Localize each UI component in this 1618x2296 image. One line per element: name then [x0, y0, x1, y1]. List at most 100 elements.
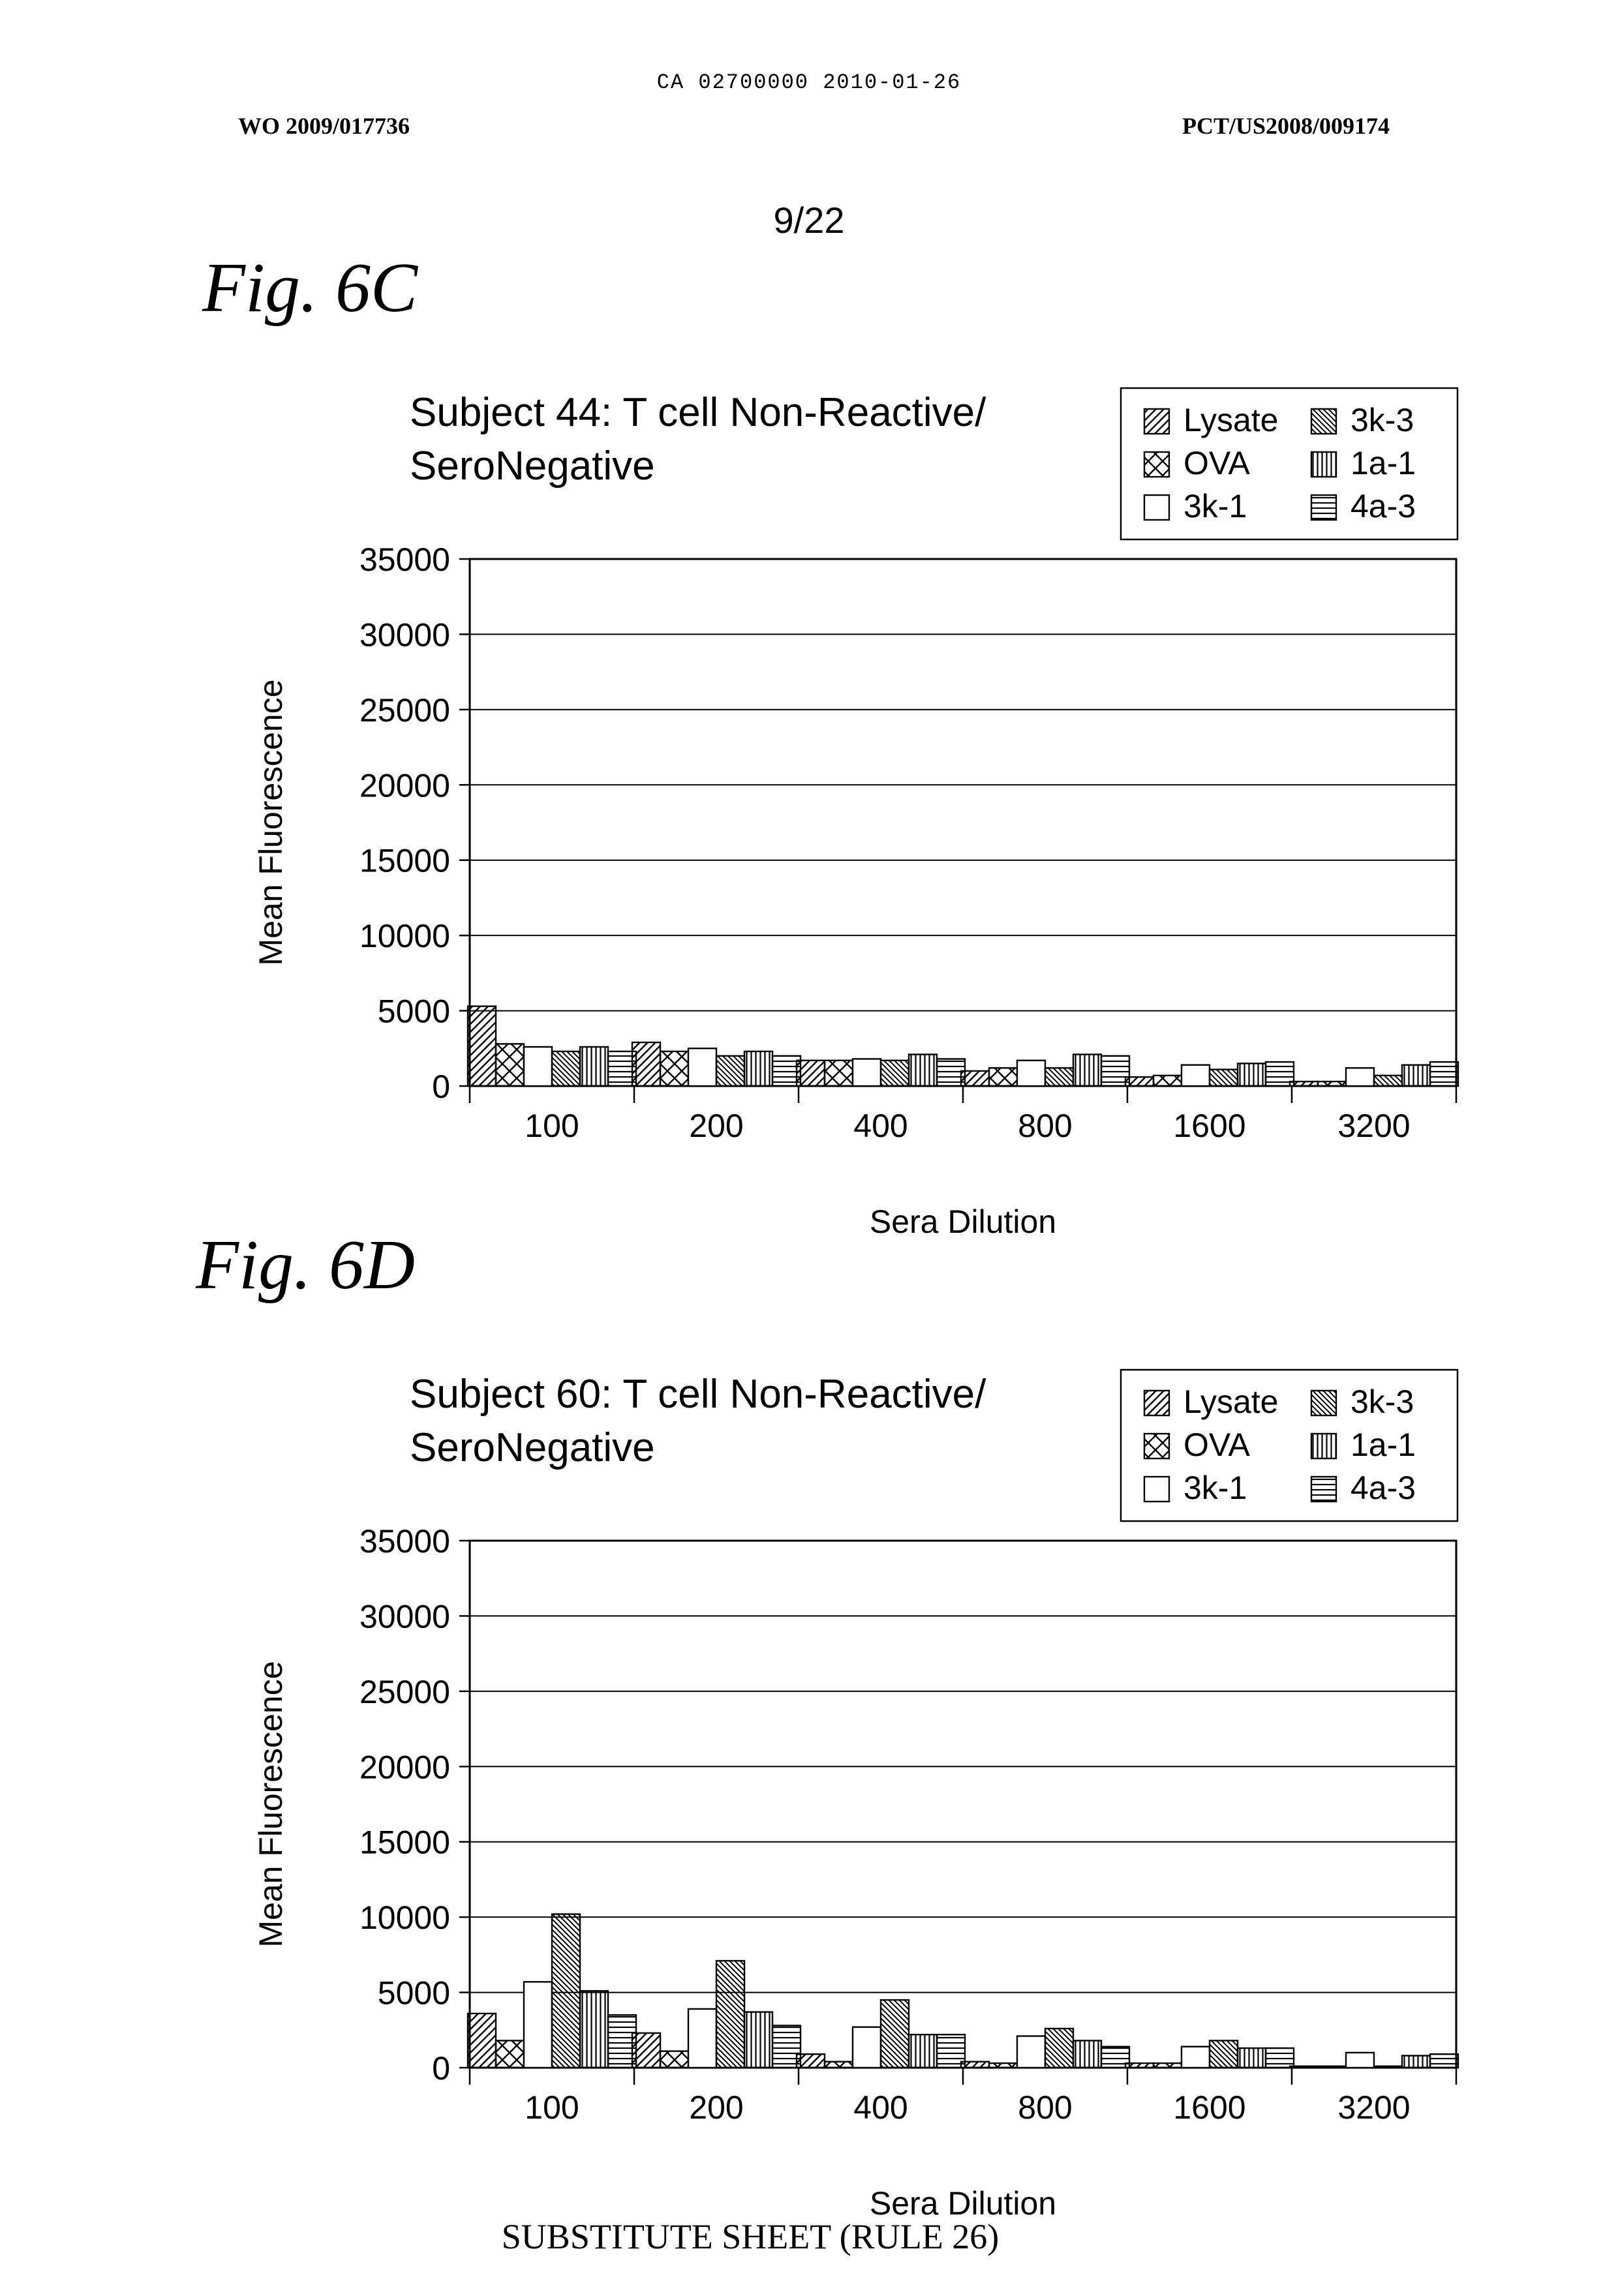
- legend-swatch-lysate: [1144, 1391, 1169, 1415]
- legend-label: 1a-1: [1351, 445, 1416, 481]
- bar-4a-3-3200: [1430, 2054, 1458, 2068]
- x-tick-label: 200: [689, 2089, 743, 2126]
- legend-swatch-ova: [1144, 1434, 1169, 1458]
- legend: LysateOVA3k-13k-31a-14a-3: [1121, 388, 1458, 539]
- bar-1a-1-100: [580, 1991, 608, 2068]
- bar-1a-1-800: [1073, 1055, 1101, 1086]
- figure-label-6d: Fig. 6D: [196, 1225, 415, 1306]
- bar-ova-3200: [1318, 1081, 1346, 1086]
- chart-title: Subject 44: T cell Non-Reactive/SeroNega…: [410, 390, 986, 489]
- legend-label: OVA: [1183, 1427, 1251, 1463]
- page-number: 9/22: [0, 199, 1618, 241]
- legend-swatch-ova: [1144, 452, 1169, 477]
- bar-3k-3-200: [716, 1056, 744, 1086]
- bar-lysate-3200: [1290, 2066, 1318, 2068]
- bar-3k-1-200: [688, 1048, 716, 1086]
- legend-label: 4a-3: [1351, 1470, 1416, 1506]
- legend-label: Lysate: [1183, 402, 1278, 438]
- chart-title-line: Subject 60: T cell Non-Reactive/: [410, 1372, 986, 1417]
- bar-3k-1-3200: [1346, 1068, 1374, 1086]
- y-tick-label: 15000: [359, 1824, 450, 1861]
- y-tick-label: 25000: [359, 1674, 450, 1710]
- x-tick-label: 800: [1018, 1108, 1072, 1144]
- bar-3k-3-3200: [1374, 1076, 1402, 1086]
- y-tick-label: 0: [432, 1068, 450, 1105]
- x-tick-label: 400: [853, 1108, 908, 1144]
- y-tick-label: 15000: [359, 843, 450, 879]
- bar-ova-100: [496, 2040, 524, 2068]
- bar-3k-1-1600: [1182, 2047, 1210, 2068]
- y-tick-label: 10000: [359, 1899, 450, 1936]
- bar-ova-1600: [1153, 1076, 1182, 1086]
- bar-ova-100: [496, 1044, 524, 1086]
- bar-3k-1-1600: [1182, 1065, 1210, 1086]
- x-tick-label: 3200: [1337, 1108, 1410, 1144]
- bar-ova-3200: [1318, 2066, 1346, 2068]
- x-tick-label: 1600: [1173, 2089, 1245, 2126]
- y-tick-label: 10000: [359, 918, 450, 954]
- y-tick-label: 35000: [359, 541, 450, 578]
- bar-ova-400: [825, 1061, 853, 1086]
- legend-swatch-4a-3: [1311, 495, 1336, 520]
- bar-3k-3-400: [881, 2000, 909, 2068]
- bar-lysate-1600: [1125, 2063, 1153, 2068]
- bar-1a-1-800: [1073, 2040, 1101, 2068]
- bar-1a-1-100: [580, 1047, 608, 1086]
- bar-3k-3-800: [1045, 2029, 1073, 2068]
- y-axis-label: Mean Fluorescence: [252, 679, 289, 965]
- x-tick-label: 100: [525, 1108, 579, 1144]
- legend-swatch-4a-3: [1311, 1477, 1336, 1502]
- bar-lysate-800: [961, 2062, 989, 2068]
- bar-lysate-100: [468, 1006, 496, 1086]
- footer-text: SUBSTITUTE SHEET (RULE 26): [0, 2216, 1501, 2257]
- ca-header: CA 02700000 2010-01-26: [0, 70, 1618, 95]
- bar-ova-200: [660, 1051, 688, 1086]
- bar-3k-3-200: [716, 1961, 744, 2068]
- legend-swatch-lysate: [1144, 409, 1169, 434]
- legend: LysateOVA3k-13k-31a-14a-3: [1121, 1370, 1458, 1521]
- bar-1a-1-3200: [1402, 1065, 1430, 1086]
- bar-1a-1-400: [909, 2034, 937, 2068]
- bar-3k-1-800: [1017, 2036, 1045, 2068]
- legend-swatch-3k-1: [1144, 495, 1169, 520]
- figure-label-6c: Fig. 6C: [202, 248, 418, 329]
- x-tick-label: 100: [525, 2089, 579, 2126]
- bar-ova-800: [989, 2063, 1017, 2068]
- legend-label: 1a-1: [1351, 1427, 1416, 1463]
- x-tick-label: 1600: [1173, 1108, 1245, 1144]
- plot-frame: [470, 559, 1456, 1086]
- y-tick-label: 0: [432, 2050, 450, 2087]
- bar-4a-3-3200: [1430, 1062, 1458, 1086]
- bar-lysate-400: [797, 1061, 825, 1086]
- bar-3k-1-100: [524, 1047, 552, 1086]
- legend-swatch-3k-3: [1311, 409, 1336, 434]
- bar-1a-1-1600: [1238, 1063, 1266, 1086]
- y-tick-label: 35000: [359, 1523, 450, 1560]
- chart-6c: Subject 44: T cell Non-Reactive/SeroNega…: [0, 375, 1618, 1314]
- bar-lysate-800: [961, 1071, 989, 1086]
- legend-label: 3k-3: [1351, 1383, 1414, 1420]
- chart-title-line: SeroNegative: [410, 444, 655, 489]
- bar-ova-400: [825, 2062, 853, 2068]
- y-tick-label: 25000: [359, 692, 450, 729]
- bar-3k-3-1600: [1210, 1070, 1238, 1086]
- bar-3k-1-400: [853, 2027, 881, 2068]
- bar-ova-800: [989, 1068, 1017, 1086]
- legend-label: 3k-3: [1351, 402, 1414, 438]
- pct-number: PCT/US2008/009174: [1182, 112, 1390, 140]
- y-tick-label: 30000: [359, 1598, 450, 1635]
- chart-title: Subject 60: T cell Non-Reactive/SeroNega…: [410, 1372, 986, 1470]
- bar-3k-3-800: [1045, 1068, 1073, 1086]
- legend-label: OVA: [1183, 445, 1251, 481]
- x-tick-label: 800: [1018, 2089, 1072, 2126]
- chart-6d: Subject 60: T cell Non-Reactive/SeroNega…: [0, 1357, 1618, 2296]
- y-tick-label: 5000: [378, 993, 450, 1030]
- y-axis-label: Mean Fluorescence: [252, 1661, 289, 1947]
- bar-1a-1-400: [909, 1055, 937, 1086]
- x-axis-label: Sera Dilution: [870, 1203, 1056, 1240]
- legend-swatch-1a-1: [1311, 452, 1336, 477]
- legend-label: 3k-1: [1183, 1470, 1247, 1506]
- bar-3k-1-200: [688, 2009, 716, 2068]
- bar-3k-3-1600: [1210, 2040, 1238, 2068]
- legend-swatch-3k-3: [1311, 1391, 1336, 1415]
